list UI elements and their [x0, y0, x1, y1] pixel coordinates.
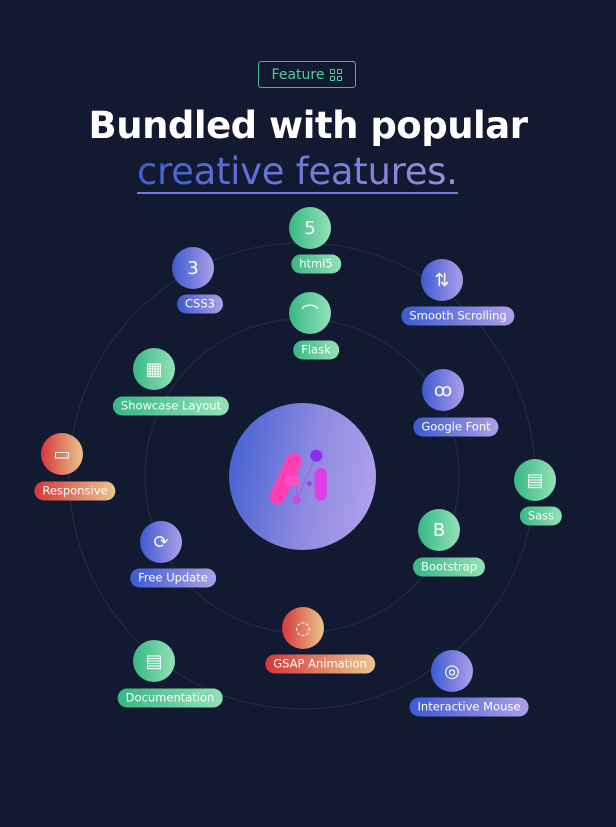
page-subtitle: creative features.	[137, 150, 458, 194]
layout-icon: ▦	[133, 348, 175, 390]
feature-label: html5	[291, 254, 341, 274]
gsap-icon: ◌	[282, 607, 324, 649]
feature-label: CSS3	[177, 294, 223, 314]
feature-label: GSAP Animation	[265, 654, 375, 674]
feature-label: Free Update	[130, 568, 216, 588]
feature-badge: Feature	[258, 61, 356, 88]
sass-file-icon: ▤	[514, 459, 556, 501]
feature-label: Showcase Layout	[112, 396, 230, 416]
google-font-icon: ꝏ	[422, 369, 464, 411]
page-title: Bundled with popular	[88, 104, 528, 147]
bootstrap-icon: B	[418, 509, 460, 551]
grid-icon	[330, 68, 343, 81]
feature-label: Smooth Scrolling	[401, 306, 515, 326]
feature-label: Google Font	[413, 417, 499, 437]
feature-label: Documentation	[117, 688, 223, 708]
documents-icon: ▤	[133, 640, 175, 682]
html5-icon: 5	[289, 207, 331, 249]
feature-label: Flask	[293, 340, 339, 360]
cursor-click-icon: ◎	[431, 650, 473, 692]
ai-logo-icon	[269, 449, 327, 505]
devices-icon: ▭	[41, 433, 83, 475]
feature-label: Bootstrap	[412, 557, 486, 577]
flask-icon: ⌒	[289, 292, 331, 334]
feature-label: Interactive Mouse	[409, 697, 529, 717]
feature-label: Responsive	[34, 481, 116, 501]
feature-badge-label: Feature	[271, 66, 325, 83]
css3-icon: 3	[172, 247, 214, 289]
mouse-scroll-icon: ⇅	[421, 259, 463, 301]
refresh-icon: ⟳	[140, 521, 182, 563]
feature-label: Sass	[519, 506, 563, 526]
ai-logo	[229, 403, 376, 550]
